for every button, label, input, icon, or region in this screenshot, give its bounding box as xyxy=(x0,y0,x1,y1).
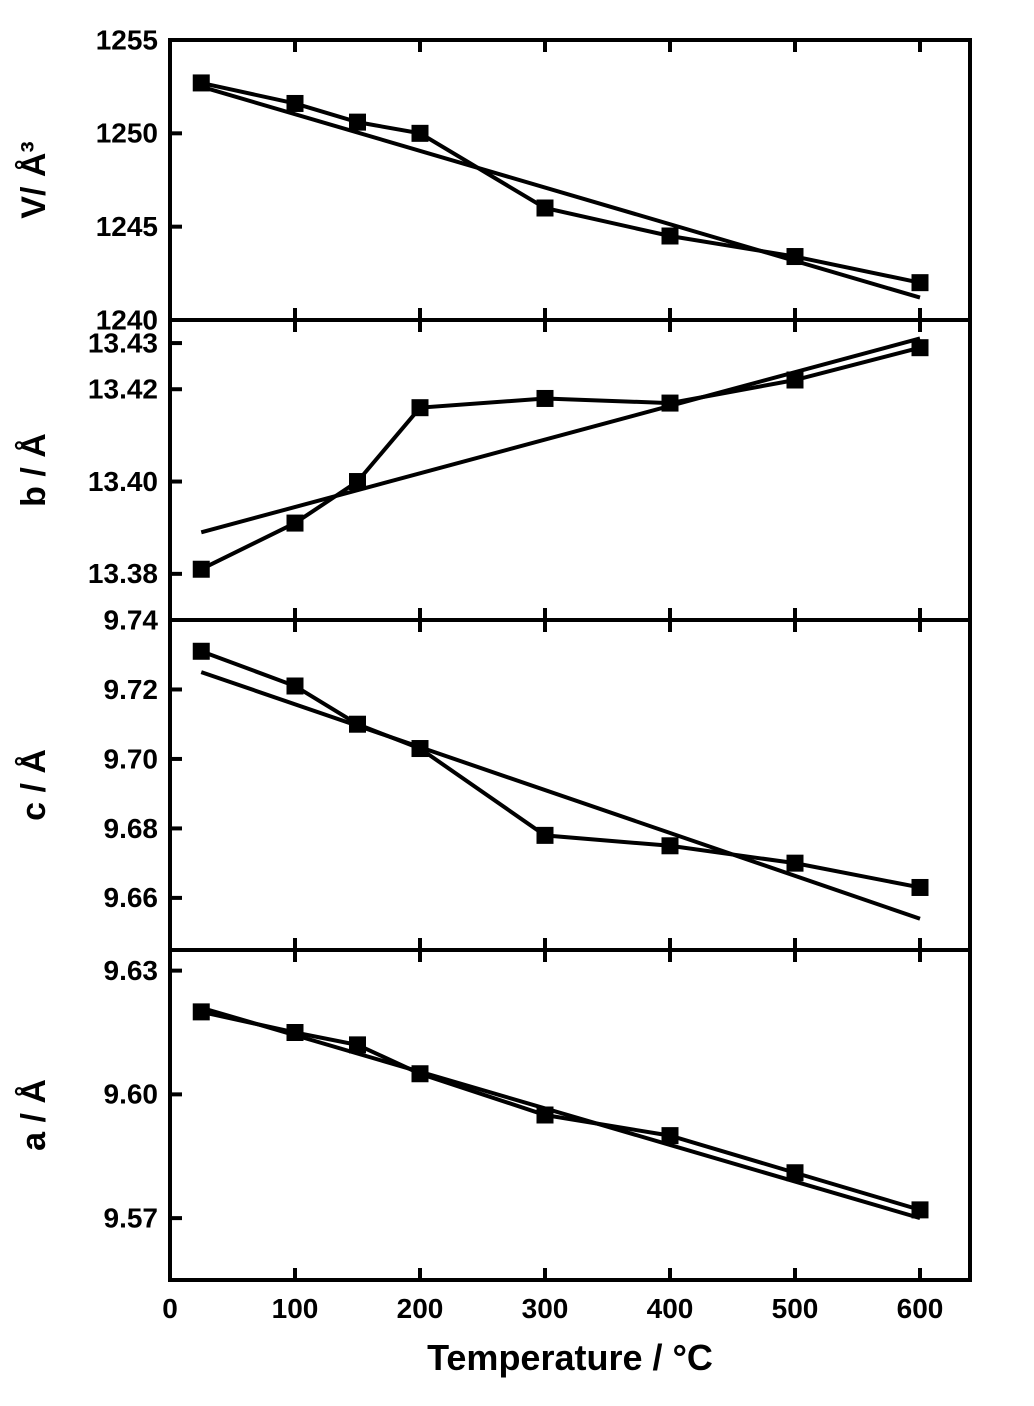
marker xyxy=(193,1004,209,1020)
marker xyxy=(287,678,303,694)
marker xyxy=(537,827,553,843)
ytick-label: 9.63 xyxy=(104,955,159,986)
ytick-label: 9.72 xyxy=(104,674,159,705)
marker xyxy=(287,1025,303,1041)
panel-border-c xyxy=(170,620,970,950)
fit-line-b xyxy=(201,338,920,532)
marker xyxy=(662,1128,678,1144)
ytick-label: 9.74 xyxy=(104,604,159,635)
ylabel-c: c / Å xyxy=(15,749,53,821)
xtick-label: 400 xyxy=(647,1293,694,1324)
marker xyxy=(912,1202,928,1218)
marker xyxy=(350,1037,366,1053)
xtick-label: 200 xyxy=(397,1293,444,1324)
marker xyxy=(662,395,678,411)
marker xyxy=(662,838,678,854)
ytick-label: 9.57 xyxy=(104,1202,159,1233)
marker xyxy=(537,200,553,216)
marker xyxy=(412,125,428,141)
marker xyxy=(412,1066,428,1082)
marker xyxy=(350,474,366,490)
marker xyxy=(787,249,803,265)
marker xyxy=(537,390,553,406)
marker xyxy=(662,228,678,244)
ytick-label: 9.68 xyxy=(104,813,159,844)
ylabel-a: a / Å xyxy=(15,1079,53,1151)
ytick-label: 9.66 xyxy=(104,882,159,913)
marker xyxy=(787,1165,803,1181)
data-line-b xyxy=(201,348,920,570)
ylabel-V: V/ Å³ xyxy=(15,141,53,218)
xtick-label: 600 xyxy=(897,1293,944,1324)
fit-line-a xyxy=(201,1008,920,1218)
fit-line-V xyxy=(201,87,920,298)
ytick-label: 1255 xyxy=(96,24,158,55)
fit-line-c xyxy=(201,672,920,919)
ytick-label: 13.40 xyxy=(88,466,158,497)
marker xyxy=(350,114,366,130)
ylabel-b: b / Å xyxy=(15,433,53,507)
marker xyxy=(193,643,209,659)
marker xyxy=(787,855,803,871)
xtick-label: 0 xyxy=(162,1293,178,1324)
chart-svg: 1240124512501255V/ Å³13.3813.4013.4213.4… xyxy=(0,0,1034,1406)
marker xyxy=(350,716,366,732)
marker xyxy=(787,372,803,388)
ytick-label: 13.43 xyxy=(88,327,158,358)
ytick-label: 1250 xyxy=(96,118,158,149)
marker xyxy=(287,95,303,111)
data-line-c xyxy=(201,651,920,887)
xtick-label: 500 xyxy=(772,1293,819,1324)
marker xyxy=(412,741,428,757)
marker xyxy=(412,400,428,416)
xtick-label: 300 xyxy=(522,1293,569,1324)
marker xyxy=(912,275,928,291)
ytick-label: 13.38 xyxy=(88,558,158,589)
xtick-label: 100 xyxy=(272,1293,319,1324)
ytick-label: 13.42 xyxy=(88,374,158,405)
marker xyxy=(193,75,209,91)
marker xyxy=(912,340,928,356)
marker xyxy=(537,1107,553,1123)
ytick-label: 9.70 xyxy=(104,743,159,774)
ytick-label: 9.60 xyxy=(104,1079,159,1110)
data-line-V xyxy=(201,83,920,283)
chart-figure: 1240124512501255V/ Å³13.3813.4013.4213.4… xyxy=(0,0,1034,1406)
ytick-label: 1245 xyxy=(96,211,158,242)
marker xyxy=(193,561,209,577)
marker xyxy=(912,879,928,895)
xlabel: Temperature / °C xyxy=(427,1337,713,1378)
marker xyxy=(287,515,303,531)
